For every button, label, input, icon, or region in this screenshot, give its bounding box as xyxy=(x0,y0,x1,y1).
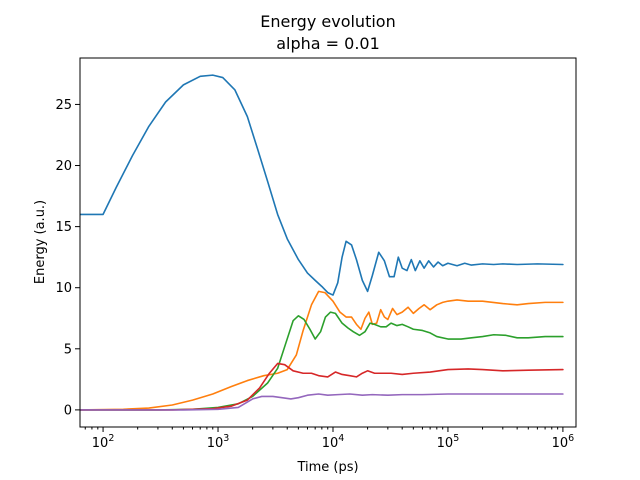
x-axis: 102 103 104 105 106 xyxy=(84,427,575,451)
chart-title: Energy evolution xyxy=(260,12,395,31)
series-line-3 xyxy=(80,311,564,411)
series-line-5 xyxy=(80,393,564,411)
y-tick-label-4: 15 xyxy=(55,220,72,235)
series-line-4 xyxy=(80,362,564,411)
x-tick-label-3: 104 xyxy=(322,433,345,451)
y-tick-label-5: 20 xyxy=(55,159,72,174)
x-tick-label-5: 106 xyxy=(552,433,575,451)
x-axis-label: Time (ps) xyxy=(296,460,358,475)
chart-subtitle: alpha = 0.01 xyxy=(276,34,380,53)
y-axis-label: Energy (a.u.) xyxy=(33,200,48,284)
x-tick-label-2: 103 xyxy=(207,433,230,451)
y-tick-label-6: 25 xyxy=(55,98,72,113)
x-tick-label-1: 102 xyxy=(92,433,115,451)
y-tick-label-3: 10 xyxy=(55,281,72,296)
series-group xyxy=(80,74,564,411)
series-line-2 xyxy=(80,290,564,411)
x-tick-label-4: 105 xyxy=(437,433,460,451)
y-tick-label-1: 0 xyxy=(64,403,72,418)
series-line-1 xyxy=(80,74,564,296)
plot-frame xyxy=(79,57,577,428)
y-tick-label-2: 5 xyxy=(64,342,72,357)
y-axis: 0 5 10 15 20 25 xyxy=(55,98,80,418)
